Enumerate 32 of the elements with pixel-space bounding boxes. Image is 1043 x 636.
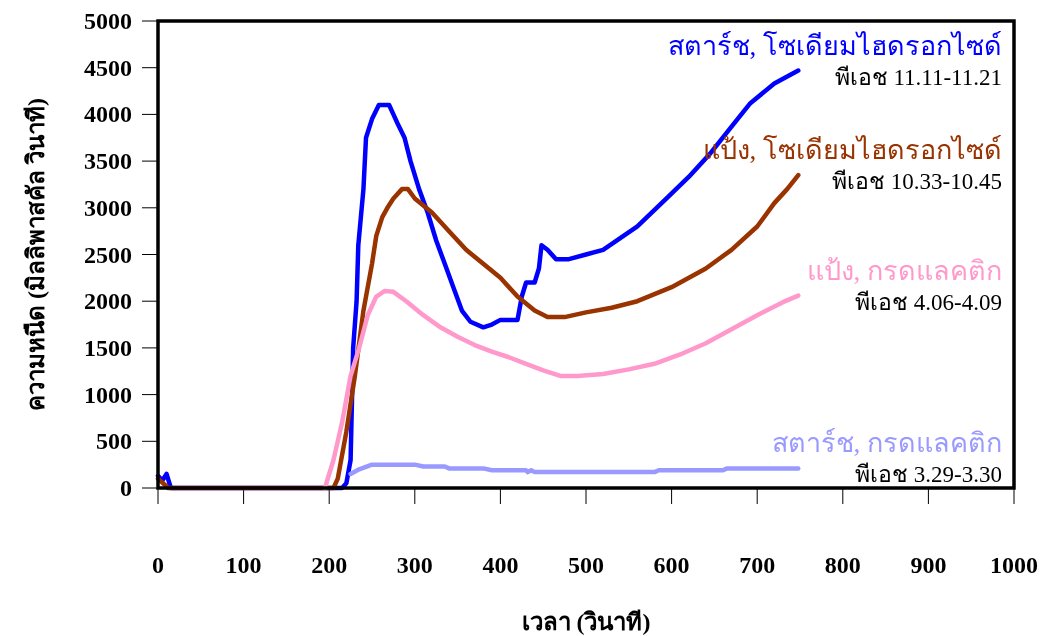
annotation: พีเอช 11.11-11.21 [834,64,1002,90]
series-label: สตาร์ช, กรดแลคติก [771,427,1002,459]
annotation: พีเอช 4.06-4.09 [855,289,1002,315]
annotation: พีเอช 3.29-3.30 [855,462,1002,488]
series-label: แป้ง, กรดแลคติก [806,255,1002,286]
x-tick-label: 800 [824,552,861,578]
y-tick-label: 1000 [84,381,132,408]
x-tick-label: 200 [311,552,348,578]
y-tick-label: 3500 [84,148,132,175]
x-axis-title: เวลา (วินาที) [521,609,651,635]
y-tick-label: 2000 [84,288,132,315]
x-tick-label: 400 [482,552,519,578]
y-tick-label: 4500 [84,54,132,81]
y-tick-label: 4000 [84,101,132,128]
y-tick-label: 5000 [84,8,132,34]
y-tick-label: 500 [96,428,132,455]
y-axis-title: ความหนืด (มิลลิพาสคัล วินาที) [23,98,49,411]
x-tick-label: 300 [396,552,433,578]
y-tick-label: 0 [120,475,132,501]
x-tick-label: 1000 [990,552,1038,578]
x-tick-label: 100 [225,552,262,578]
x-tick-label: 700 [739,552,776,578]
y-tick-label: 1500 [84,334,132,361]
y-tick-label: 2500 [84,241,132,268]
series-label: สตาร์ช, โซเดียมไฮดรอกไซด์ [667,29,1002,61]
y-tick-label: 3000 [84,194,132,221]
line-series [348,462,801,477]
x-tick-label: 0 [152,552,164,578]
annotation: พีเอช 10.33-10.45 [832,169,1002,195]
x-tick-label: 900 [910,552,947,578]
x-tick-label: 500 [568,552,604,578]
x-tick-label: 600 [653,552,690,578]
